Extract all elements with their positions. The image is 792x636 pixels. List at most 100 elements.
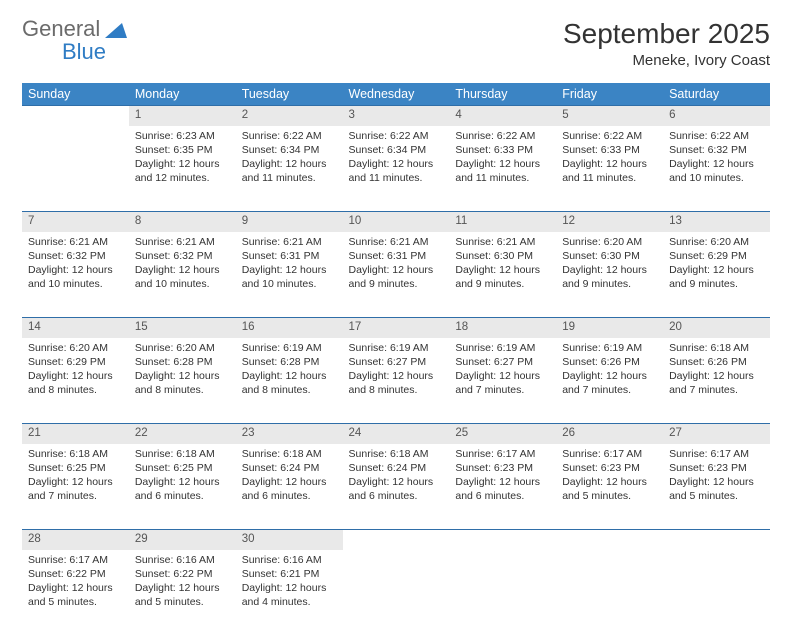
day-dl2: and 6 minutes. <box>349 489 444 503</box>
day-dl2: and 5 minutes. <box>562 489 657 503</box>
day-body-cell: Sunrise: 6:20 AMSunset: 6:29 PMDaylight:… <box>22 338 129 424</box>
day-sunrise: Sunrise: 6:17 AM <box>669 447 764 461</box>
day-header: Sunday <box>22 83 129 106</box>
day-dl1: Daylight: 12 hours <box>28 369 123 383</box>
day-number-cell: 21 <box>22 424 129 444</box>
day-sunset: Sunset: 6:28 PM <box>242 355 337 369</box>
week-row: Sunrise: 6:21 AMSunset: 6:32 PMDaylight:… <box>22 232 770 318</box>
day-body-cell: Sunrise: 6:18 AMSunset: 6:24 PMDaylight:… <box>236 444 343 530</box>
day-body-cell: Sunrise: 6:20 AMSunset: 6:29 PMDaylight:… <box>663 232 770 318</box>
day-sunrise: Sunrise: 6:17 AM <box>28 553 123 567</box>
day-number-cell <box>22 106 129 126</box>
day-dl1: Daylight: 12 hours <box>135 581 230 595</box>
day-sunrise: Sunrise: 6:17 AM <box>455 447 550 461</box>
day-dl1: Daylight: 12 hours <box>669 475 764 489</box>
day-body-cell: Sunrise: 6:22 AMSunset: 6:33 PMDaylight:… <box>449 126 556 212</box>
day-dl1: Daylight: 12 hours <box>135 369 230 383</box>
day-dl2: and 5 minutes. <box>135 595 230 609</box>
day-dl1: Daylight: 12 hours <box>455 369 550 383</box>
daynum-row: 123456 <box>22 106 770 126</box>
day-dl1: Daylight: 12 hours <box>669 369 764 383</box>
logo: General Blue <box>22 18 127 63</box>
day-dl1: Daylight: 12 hours <box>28 581 123 595</box>
day-sunset: Sunset: 6:29 PM <box>28 355 123 369</box>
day-number-cell: 10 <box>343 212 450 232</box>
day-number-cell: 15 <box>129 318 236 338</box>
day-sunset: Sunset: 6:26 PM <box>562 355 657 369</box>
day-header: Monday <box>129 83 236 106</box>
week-row: Sunrise: 6:23 AMSunset: 6:35 PMDaylight:… <box>22 126 770 212</box>
day-dl2: and 4 minutes. <box>242 595 337 609</box>
day-sunrise: Sunrise: 6:23 AM <box>135 129 230 143</box>
day-sunset: Sunset: 6:32 PM <box>28 249 123 263</box>
day-dl1: Daylight: 12 hours <box>562 263 657 277</box>
day-dl1: Daylight: 12 hours <box>349 157 444 171</box>
day-header-row: Sunday Monday Tuesday Wednesday Thursday… <box>22 83 770 106</box>
day-number-cell: 4 <box>449 106 556 126</box>
calendar-table: Sunday Monday Tuesday Wednesday Thursday… <box>22 83 770 636</box>
day-body-cell: Sunrise: 6:21 AMSunset: 6:31 PMDaylight:… <box>343 232 450 318</box>
day-sunrise: Sunrise: 6:16 AM <box>242 553 337 567</box>
day-dl2: and 11 minutes. <box>562 171 657 185</box>
day-dl2: and 9 minutes. <box>349 277 444 291</box>
day-body-cell <box>556 550 663 636</box>
day-sunset: Sunset: 6:25 PM <box>28 461 123 475</box>
logo-word2: Blue <box>62 41 127 63</box>
day-dl1: Daylight: 12 hours <box>562 157 657 171</box>
day-dl1: Daylight: 12 hours <box>28 475 123 489</box>
day-dl1: Daylight: 12 hours <box>242 369 337 383</box>
day-dl1: Daylight: 12 hours <box>242 581 337 595</box>
day-number-cell: 23 <box>236 424 343 444</box>
day-number-cell: 26 <box>556 424 663 444</box>
day-number-cell: 3 <box>343 106 450 126</box>
day-number-cell: 6 <box>663 106 770 126</box>
logo-word1: General <box>22 16 100 41</box>
day-body-cell: Sunrise: 6:21 AMSunset: 6:30 PMDaylight:… <box>449 232 556 318</box>
day-dl2: and 10 minutes. <box>669 171 764 185</box>
day-sunrise: Sunrise: 6:18 AM <box>135 447 230 461</box>
day-number-cell <box>556 530 663 550</box>
day-sunset: Sunset: 6:21 PM <box>242 567 337 581</box>
day-dl2: and 7 minutes. <box>669 383 764 397</box>
day-dl1: Daylight: 12 hours <box>562 369 657 383</box>
day-body-cell: Sunrise: 6:22 AMSunset: 6:33 PMDaylight:… <box>556 126 663 212</box>
day-body-cell <box>449 550 556 636</box>
day-dl1: Daylight: 12 hours <box>28 263 123 277</box>
day-number-cell <box>449 530 556 550</box>
day-sunset: Sunset: 6:23 PM <box>562 461 657 475</box>
day-number-cell: 16 <box>236 318 343 338</box>
day-number-cell: 27 <box>663 424 770 444</box>
day-number-cell: 17 <box>343 318 450 338</box>
day-dl2: and 11 minutes. <box>242 171 337 185</box>
day-sunset: Sunset: 6:33 PM <box>562 143 657 157</box>
day-sunrise: Sunrise: 6:18 AM <box>28 447 123 461</box>
day-sunset: Sunset: 6:31 PM <box>349 249 444 263</box>
day-dl1: Daylight: 12 hours <box>349 475 444 489</box>
day-sunrise: Sunrise: 6:18 AM <box>349 447 444 461</box>
day-sunset: Sunset: 6:24 PM <box>349 461 444 475</box>
day-sunset: Sunset: 6:22 PM <box>28 567 123 581</box>
day-dl1: Daylight: 12 hours <box>242 157 337 171</box>
day-body-cell: Sunrise: 6:16 AMSunset: 6:21 PMDaylight:… <box>236 550 343 636</box>
day-number-cell: 8 <box>129 212 236 232</box>
day-dl1: Daylight: 12 hours <box>242 263 337 277</box>
day-sunrise: Sunrise: 6:22 AM <box>562 129 657 143</box>
day-sunrise: Sunrise: 6:22 AM <box>349 129 444 143</box>
day-sunrise: Sunrise: 6:19 AM <box>242 341 337 355</box>
day-header: Friday <box>556 83 663 106</box>
day-dl1: Daylight: 12 hours <box>455 157 550 171</box>
week-row: Sunrise: 6:20 AMSunset: 6:29 PMDaylight:… <box>22 338 770 424</box>
day-sunrise: Sunrise: 6:21 AM <box>242 235 337 249</box>
day-number-cell <box>343 530 450 550</box>
day-body-cell <box>663 550 770 636</box>
day-sunrise: Sunrise: 6:20 AM <box>135 341 230 355</box>
day-sunset: Sunset: 6:34 PM <box>349 143 444 157</box>
day-number-cell: 25 <box>449 424 556 444</box>
page-header: General Blue September 2025 Meneke, Ivor… <box>22 18 770 69</box>
day-number-cell: 22 <box>129 424 236 444</box>
day-body-cell: Sunrise: 6:22 AMSunset: 6:32 PMDaylight:… <box>663 126 770 212</box>
day-body-cell: Sunrise: 6:19 AMSunset: 6:27 PMDaylight:… <box>449 338 556 424</box>
day-sunrise: Sunrise: 6:20 AM <box>669 235 764 249</box>
day-number-cell: 30 <box>236 530 343 550</box>
daynum-row: 78910111213 <box>22 212 770 232</box>
